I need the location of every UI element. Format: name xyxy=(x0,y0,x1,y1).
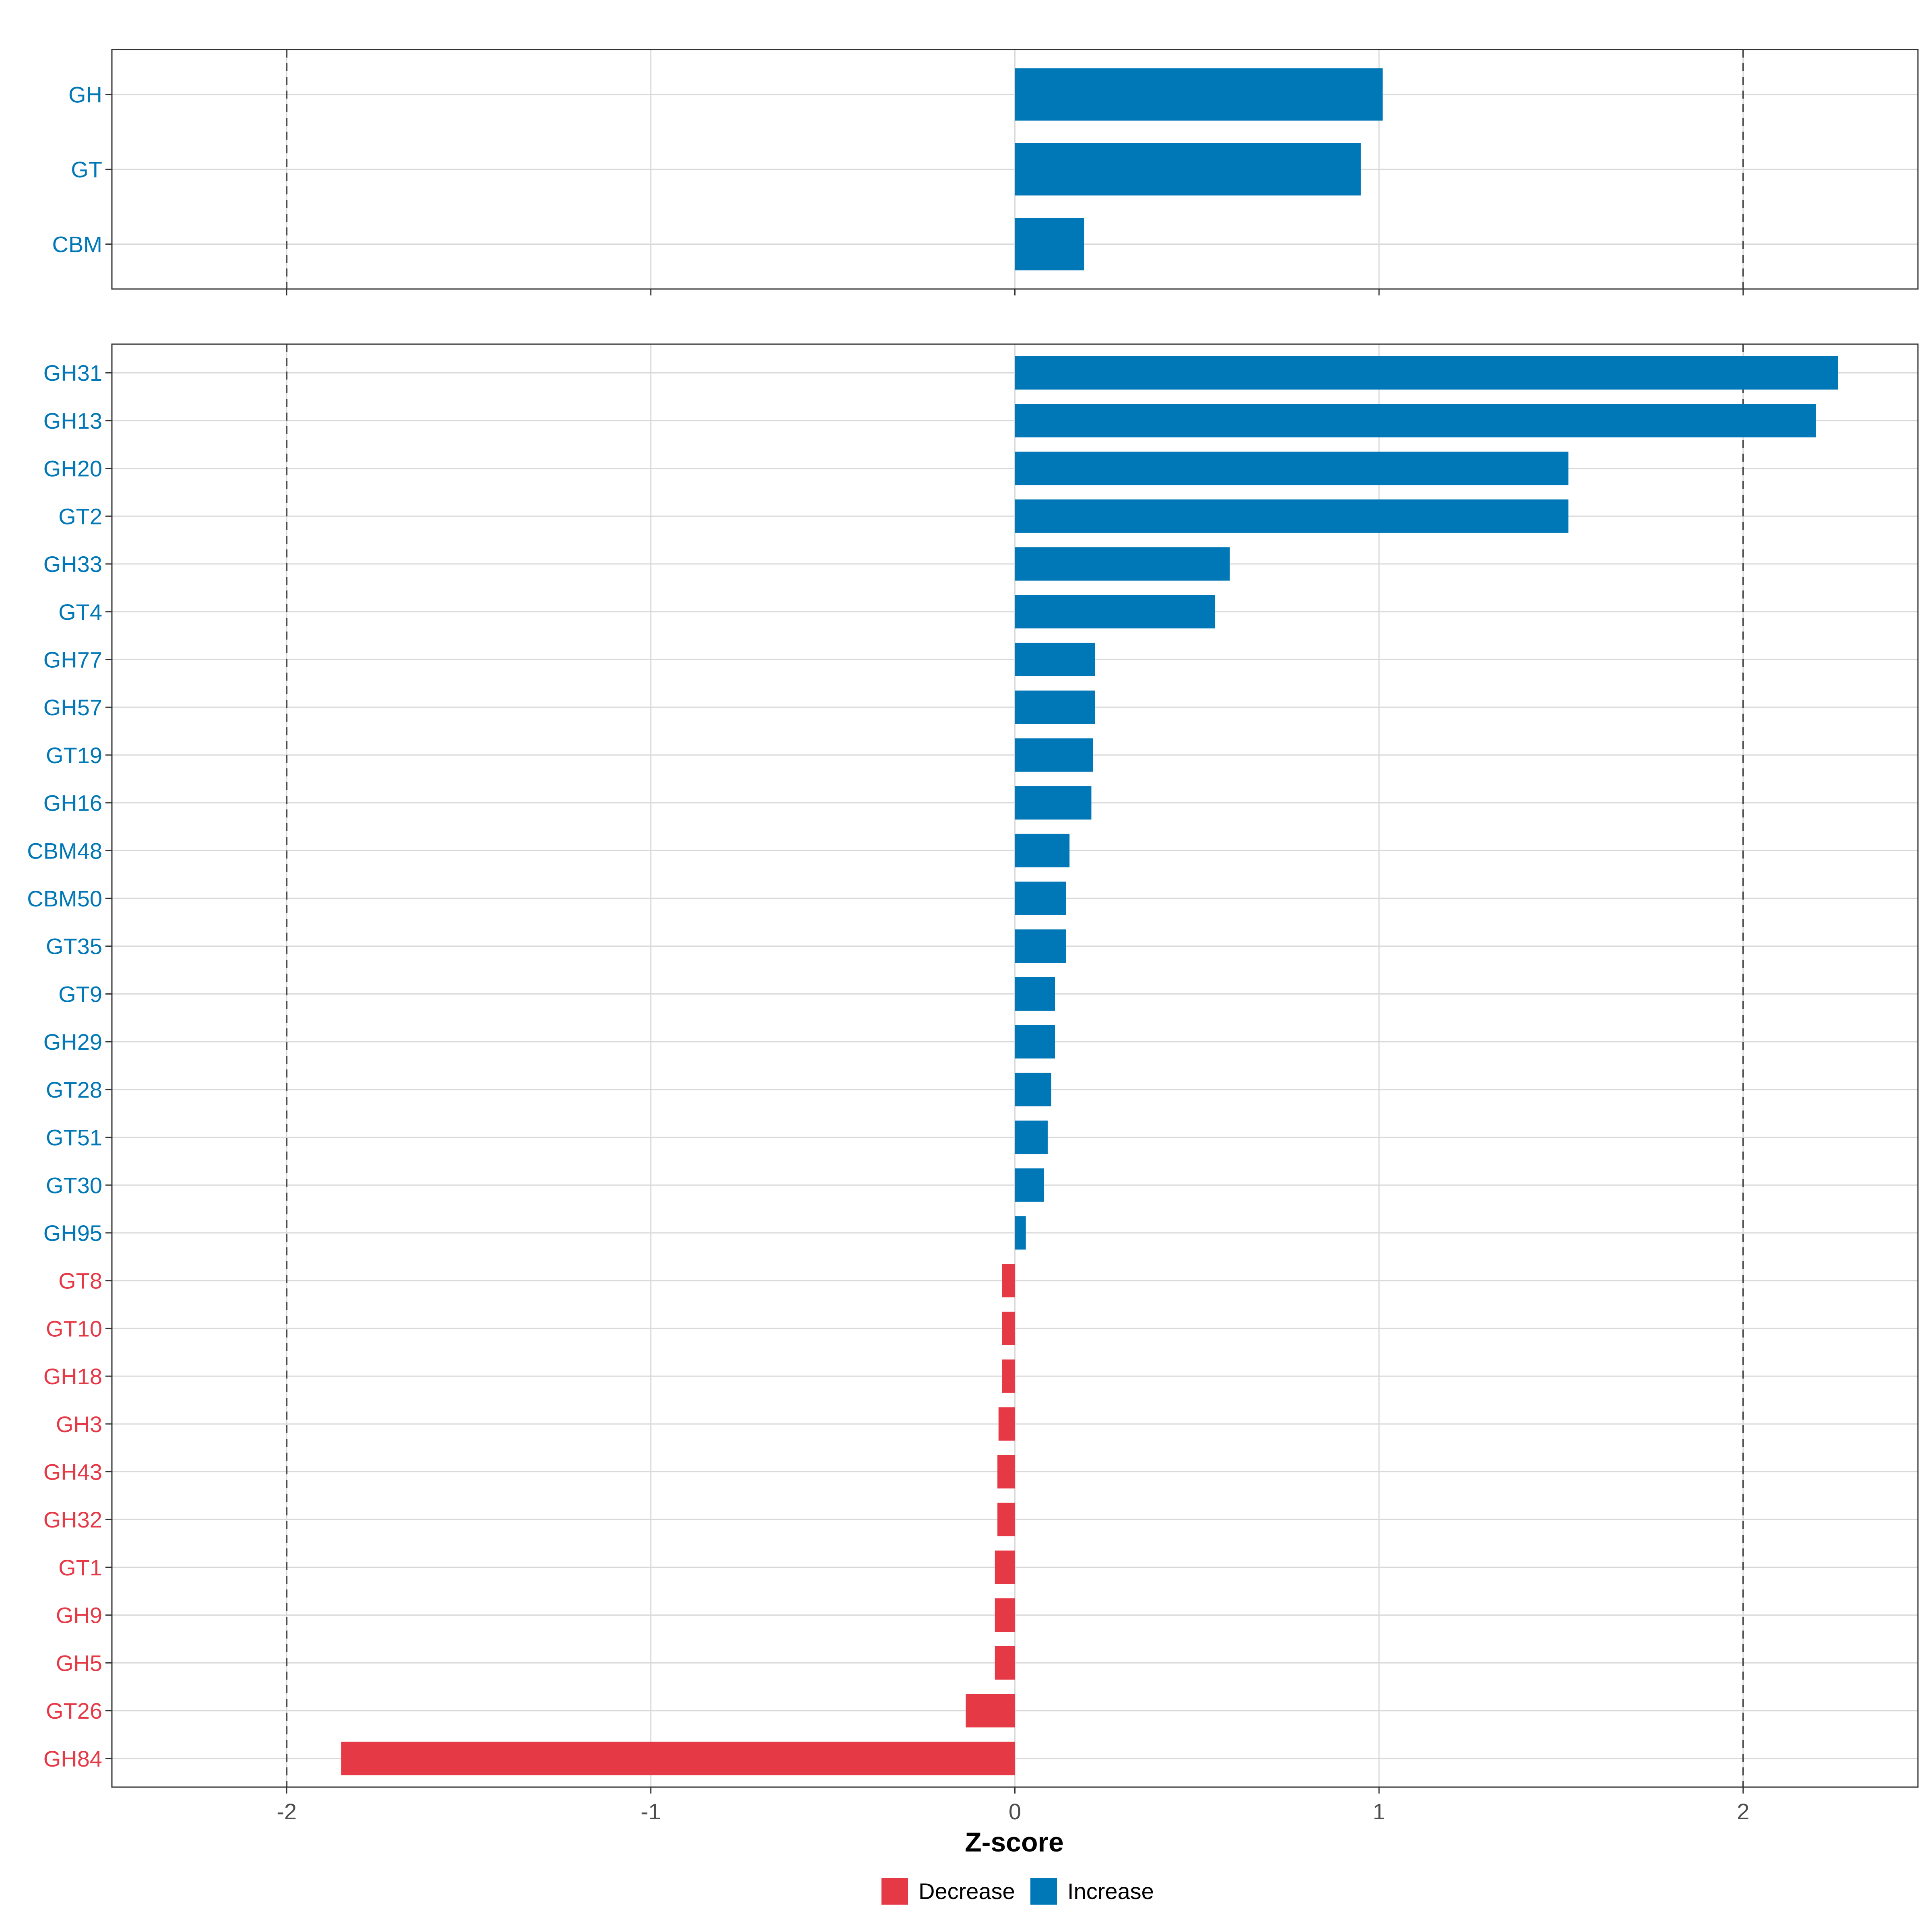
bar-gt9 xyxy=(1015,977,1055,1011)
y-tick-label: GT8 xyxy=(58,1268,102,1294)
y-tick-label: GT1 xyxy=(58,1555,102,1580)
y-tick-label: GH20 xyxy=(43,456,102,481)
legend-key xyxy=(1030,1878,1057,1905)
bar-gt10 xyxy=(1002,1311,1015,1345)
panel-border xyxy=(111,343,1919,1788)
bar-gh32 xyxy=(997,1503,1015,1536)
y-tick-label: GT xyxy=(71,157,102,182)
legend: Decrease Increase xyxy=(881,1878,1154,1905)
bar-gh33 xyxy=(1015,547,1230,581)
y-tick-label: GH xyxy=(68,82,102,107)
bar-gh3 xyxy=(998,1407,1015,1441)
y-tick-label: GT30 xyxy=(46,1172,102,1198)
y-tick-label: GT26 xyxy=(46,1698,102,1724)
y-tick-label: GT19 xyxy=(46,743,102,768)
y-tick-label: CBM50 xyxy=(27,886,102,911)
x-tick-label: 1 xyxy=(1373,1799,1385,1824)
bar-gt35 xyxy=(1015,929,1066,963)
bar-gt30 xyxy=(1015,1168,1044,1202)
bar-gt8 xyxy=(1002,1264,1015,1298)
x-tick-label: -1 xyxy=(641,1799,661,1824)
bar-gt xyxy=(1015,143,1361,196)
bar-cbm48 xyxy=(1015,834,1070,867)
legend-item-increase: Increase xyxy=(1030,1878,1154,1905)
y-tick-label: CBM xyxy=(52,231,102,257)
panel-2: GH31 GH13 GH20 GT2 GH33 GT4 GH77 GH57 GT19 GH16 CB… xyxy=(27,343,1919,1794)
bar-gt19 xyxy=(1015,738,1093,772)
bar-gt51 xyxy=(1015,1121,1048,1154)
y-tick-label: GT35 xyxy=(46,934,102,959)
bar-cbm50 xyxy=(1015,881,1066,915)
legend-item-decrease: Decrease xyxy=(881,1878,1015,1905)
y-tick-label: GH5 xyxy=(56,1650,102,1676)
y-tick-label: GH95 xyxy=(43,1220,102,1246)
chart-panels: GH GT CBM GH31 GH13 GH20 GT2 GH33 GT4 GH77 GH57 GT1… xyxy=(27,49,1919,1794)
y-tick-label: GH57 xyxy=(43,695,102,720)
y-tick-label: GH18 xyxy=(43,1364,102,1389)
y-tick-label: GH9 xyxy=(56,1603,102,1628)
y-tick-label: GH32 xyxy=(43,1507,102,1532)
y-tick-label: GH3 xyxy=(56,1412,102,1437)
bar-gh20 xyxy=(1015,452,1569,485)
y-tick-label: GH43 xyxy=(43,1459,102,1485)
bar-gh57 xyxy=(1015,690,1095,724)
legend-label: Decrease xyxy=(919,1878,1015,1904)
x-tick-label: -2 xyxy=(277,1799,297,1824)
bar-gh84 xyxy=(341,1742,1015,1775)
y-tick-label: GH77 xyxy=(43,647,102,672)
bar-gh13 xyxy=(1015,404,1816,438)
y-tick-label: GH13 xyxy=(43,408,102,433)
x-tick-label: 0 xyxy=(1009,1799,1021,1824)
bar-gh16 xyxy=(1015,786,1092,820)
y-tick-label: GH16 xyxy=(43,791,102,816)
bar-gt1 xyxy=(995,1550,1015,1584)
x-tick-label: 2 xyxy=(1737,1799,1749,1824)
bar-gh29 xyxy=(1015,1025,1055,1059)
panel-1: GH GT CBM xyxy=(52,49,1919,295)
panel-border xyxy=(111,49,1919,290)
y-tick-label: GT9 xyxy=(58,981,102,1007)
bar-gh77 xyxy=(1015,642,1095,677)
bar-gt2 xyxy=(1015,499,1569,533)
bar-gh9 xyxy=(995,1598,1015,1632)
bar-gt28 xyxy=(1015,1073,1051,1106)
x-axis-title: Z-score xyxy=(965,1827,1064,1858)
bar-gt4 xyxy=(1015,595,1216,629)
y-tick-label: GT2 xyxy=(58,504,102,529)
y-tick-label: GH84 xyxy=(43,1746,102,1771)
y-tick-label: GH33 xyxy=(43,551,102,577)
bar-gt26 xyxy=(966,1694,1015,1728)
y-tick-label: GH31 xyxy=(43,360,102,386)
x-axis: -2 -1 0 1 2 xyxy=(277,1799,1749,1824)
y-tick-label: GT4 xyxy=(58,599,102,625)
y-tick-label: GH29 xyxy=(43,1029,102,1055)
y-tick-label: CBM48 xyxy=(27,838,102,863)
y-tick-label: GT51 xyxy=(46,1125,102,1150)
bar-gh43 xyxy=(997,1455,1015,1489)
bar-gh18 xyxy=(1002,1359,1015,1393)
bar-gh95 xyxy=(1015,1216,1026,1250)
y-tick-label: GT28 xyxy=(46,1077,102,1102)
legend-key xyxy=(881,1878,908,1905)
y-tick-label: GT10 xyxy=(46,1316,102,1341)
bar-gh xyxy=(1015,68,1383,121)
bar-cbm xyxy=(1015,218,1084,270)
bar-gh5 xyxy=(995,1646,1015,1680)
bar-gh31 xyxy=(1015,356,1838,390)
legend-label: Increase xyxy=(1067,1878,1154,1904)
